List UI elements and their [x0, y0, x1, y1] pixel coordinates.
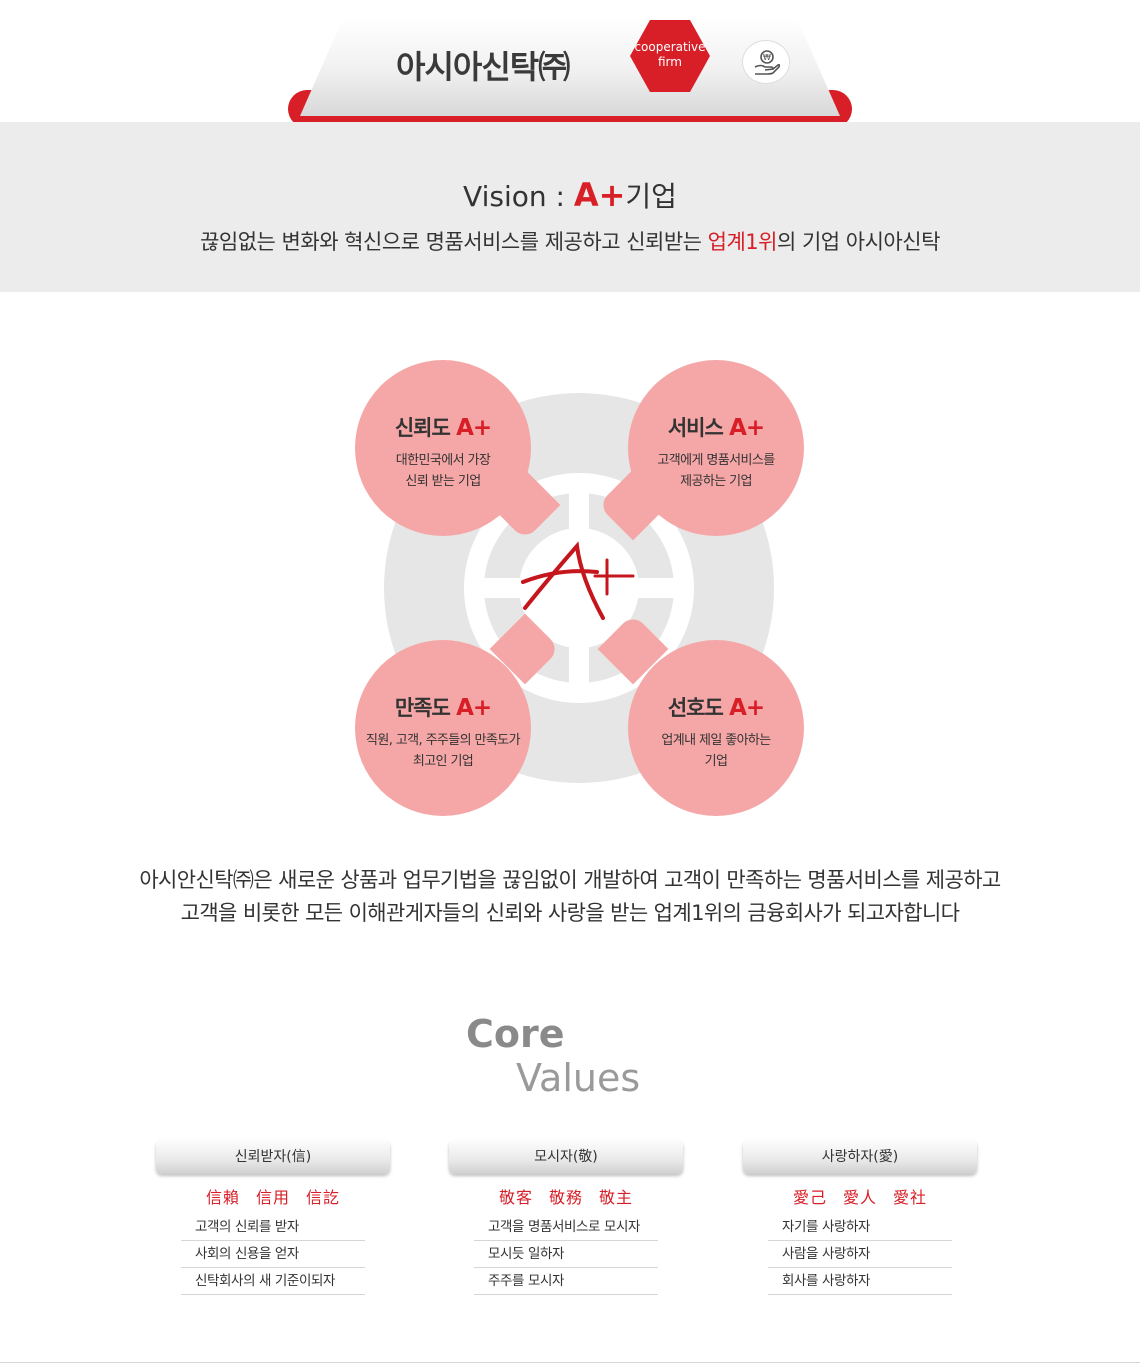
list-item: 신탁회사의 새 기준이되자 [181, 1268, 365, 1295]
core-value-hanja: 敬客 敬務 敬主 [449, 1184, 683, 1208]
core-value-trust: 신뢰받자(信) 信賴 信用 信訖 고객의 신뢰를 받자 사회의 신용을 얻자 신탁회… [156, 1140, 390, 1295]
bubble-title: 서비스 A+ [628, 412, 804, 442]
core-value-head: 사랑하자(愛) [743, 1140, 977, 1174]
bubble-aplus: A+ [456, 695, 492, 721]
bubble-line-2: 기업 [704, 754, 728, 769]
core-value-head: 신뢰받자(信) [156, 1140, 390, 1174]
list-item: 모시듯 일하자 [474, 1241, 658, 1268]
bubble-aplus: A+ [729, 695, 765, 721]
bubble-title: 만족도 A+ [355, 692, 531, 722]
vision-sub-before: 끊임없는 변화와 혁신으로 명품서비스를 제공하고 신뢰받는 [200, 230, 708, 254]
core-value-list: 자기를 사랑하자 사람을 사랑하자 회사를 사랑하자 [768, 1214, 952, 1295]
list-item: 사회의 신용을 얻자 [181, 1241, 365, 1268]
vision-sub-after: 의 기업 아시아신탁 [776, 230, 940, 254]
list-item: 회사를 사랑하자 [768, 1268, 952, 1295]
badge-line-2: firm [658, 55, 682, 69]
core-value-head: 모시자(敬) [449, 1140, 683, 1174]
core-value-hanja: 愛己 愛人 愛社 [743, 1184, 977, 1208]
hanja-word: 愛己 [792, 1188, 827, 1207]
coin-hand-icon: ₩ [742, 40, 790, 84]
vision-sub-highlight: 업계1위 [707, 230, 778, 254]
hanja-word: 信訖 [306, 1188, 341, 1207]
bubble-title-text: 선호도 [667, 696, 730, 720]
bubble-line-1: 직원, 고객, 주주들의 만족도가 [366, 733, 521, 748]
company-description: 아시안신탁㈜은 새로운 상품과 업무기법을 끊임없이 개발하여 고객이 만족하는… [0, 864, 1140, 930]
hanja-word: 敬主 [599, 1188, 634, 1207]
vision-subtitle: 끊임없는 변화와 혁신으로 명품서비스를 제공하고 신뢰받는 업계1위의 기업 … [0, 226, 1140, 256]
page-title: 아시아신탁㈜ [396, 48, 570, 86]
vision-band [0, 122, 1140, 292]
bubble-title: 신뢰도 A+ [355, 412, 531, 442]
description-line-2: 고객을 비롯한 모든 이해관게자들의 신뢰와 사랑을 받는 업계1위의 금융회사… [180, 901, 960, 925]
list-item: 고객을 명품서비스로 모시자 [474, 1214, 658, 1241]
vision-aplus: A+ [573, 176, 626, 214]
list-item: 주주를 모시자 [474, 1268, 658, 1295]
core-value-list: 고객의 신뢰를 받자 사회의 신용을 얻자 신탁회사의 새 기준이되자 [181, 1214, 365, 1295]
bubble-aplus: A+ [456, 415, 492, 441]
hanja-word: 愛社 [893, 1188, 928, 1207]
bubble-title-text: 서비스 [667, 416, 730, 440]
core-value-respect: 모시자(敬) 敬客 敬務 敬主 고객을 명품서비스로 모시자 모시듯 일하자 주주를… [449, 1140, 683, 1295]
hanja-word: 信賴 [205, 1188, 240, 1207]
core-value-list: 고객을 명품서비스로 모시자 모시듯 일하자 주주를 모시자 [474, 1214, 658, 1295]
ring-notch-top [569, 493, 589, 529]
bubble-title: 선호도 A+ [628, 692, 804, 722]
hanja-word: 愛人 [842, 1188, 877, 1207]
bubble-line-1: 고객에게 명품서비스를 [657, 453, 775, 468]
bottom-divider [0, 1362, 1140, 1363]
hanja-word: 敬務 [548, 1188, 583, 1207]
core-value-hanja: 信賴 信用 信訖 [156, 1184, 390, 1208]
aplus-logo [521, 541, 635, 620]
badge-line-1: cooperative [634, 40, 706, 54]
bubble-line-1: 업계내 제일 좋아하는 [661, 733, 771, 748]
core-values-title-core: Core [466, 1012, 565, 1056]
svg-text:₩: ₩ [763, 53, 771, 62]
bubble-line-2: 제공하는 기업 [680, 474, 752, 489]
bubble-title-text: 신뢰도 [394, 416, 457, 440]
ring-notch-bottom [569, 647, 589, 683]
description-line-1: 아시안신탁㈜은 새로운 상품과 업무기법을 끊임없이 개발하여 고객이 만족하는… [139, 868, 1001, 892]
core-values-title-values: Values [516, 1056, 641, 1100]
list-item: 자기를 사랑하자 [768, 1214, 952, 1241]
core-value-love: 사랑하자(愛) 愛己 愛人 愛社 자기를 사랑하자 사람을 사랑하자 회사를 사랑하… [743, 1140, 977, 1295]
vision-title: Vision : A+기업 [0, 175, 1140, 215]
bubble-title-text: 만족도 [394, 696, 457, 720]
coin-hand-svg: ₩ [754, 50, 781, 75]
list-item: 고객의 신뢰를 받자 [181, 1214, 365, 1241]
vision-suffix: 기업 [625, 180, 677, 213]
vision-prefix: Vision : [463, 180, 574, 213]
bubble-line-2: 최고인 기업 [412, 754, 474, 769]
bubble-line-2: 신뢰 받는 기업 [405, 474, 481, 489]
hanja-word: 敬客 [498, 1188, 533, 1207]
ring-notch-left [484, 578, 520, 598]
bubble-aplus: A+ [729, 415, 765, 441]
hanja-word: 信用 [255, 1188, 290, 1207]
ring-notch-right [638, 578, 674, 598]
bubble-line-1: 대한민국에서 가장 [395, 453, 491, 468]
list-item: 사람을 사랑하자 [768, 1241, 952, 1268]
header: 아시아신탁㈜ cooperative firm ₩ [0, 0, 1140, 150]
